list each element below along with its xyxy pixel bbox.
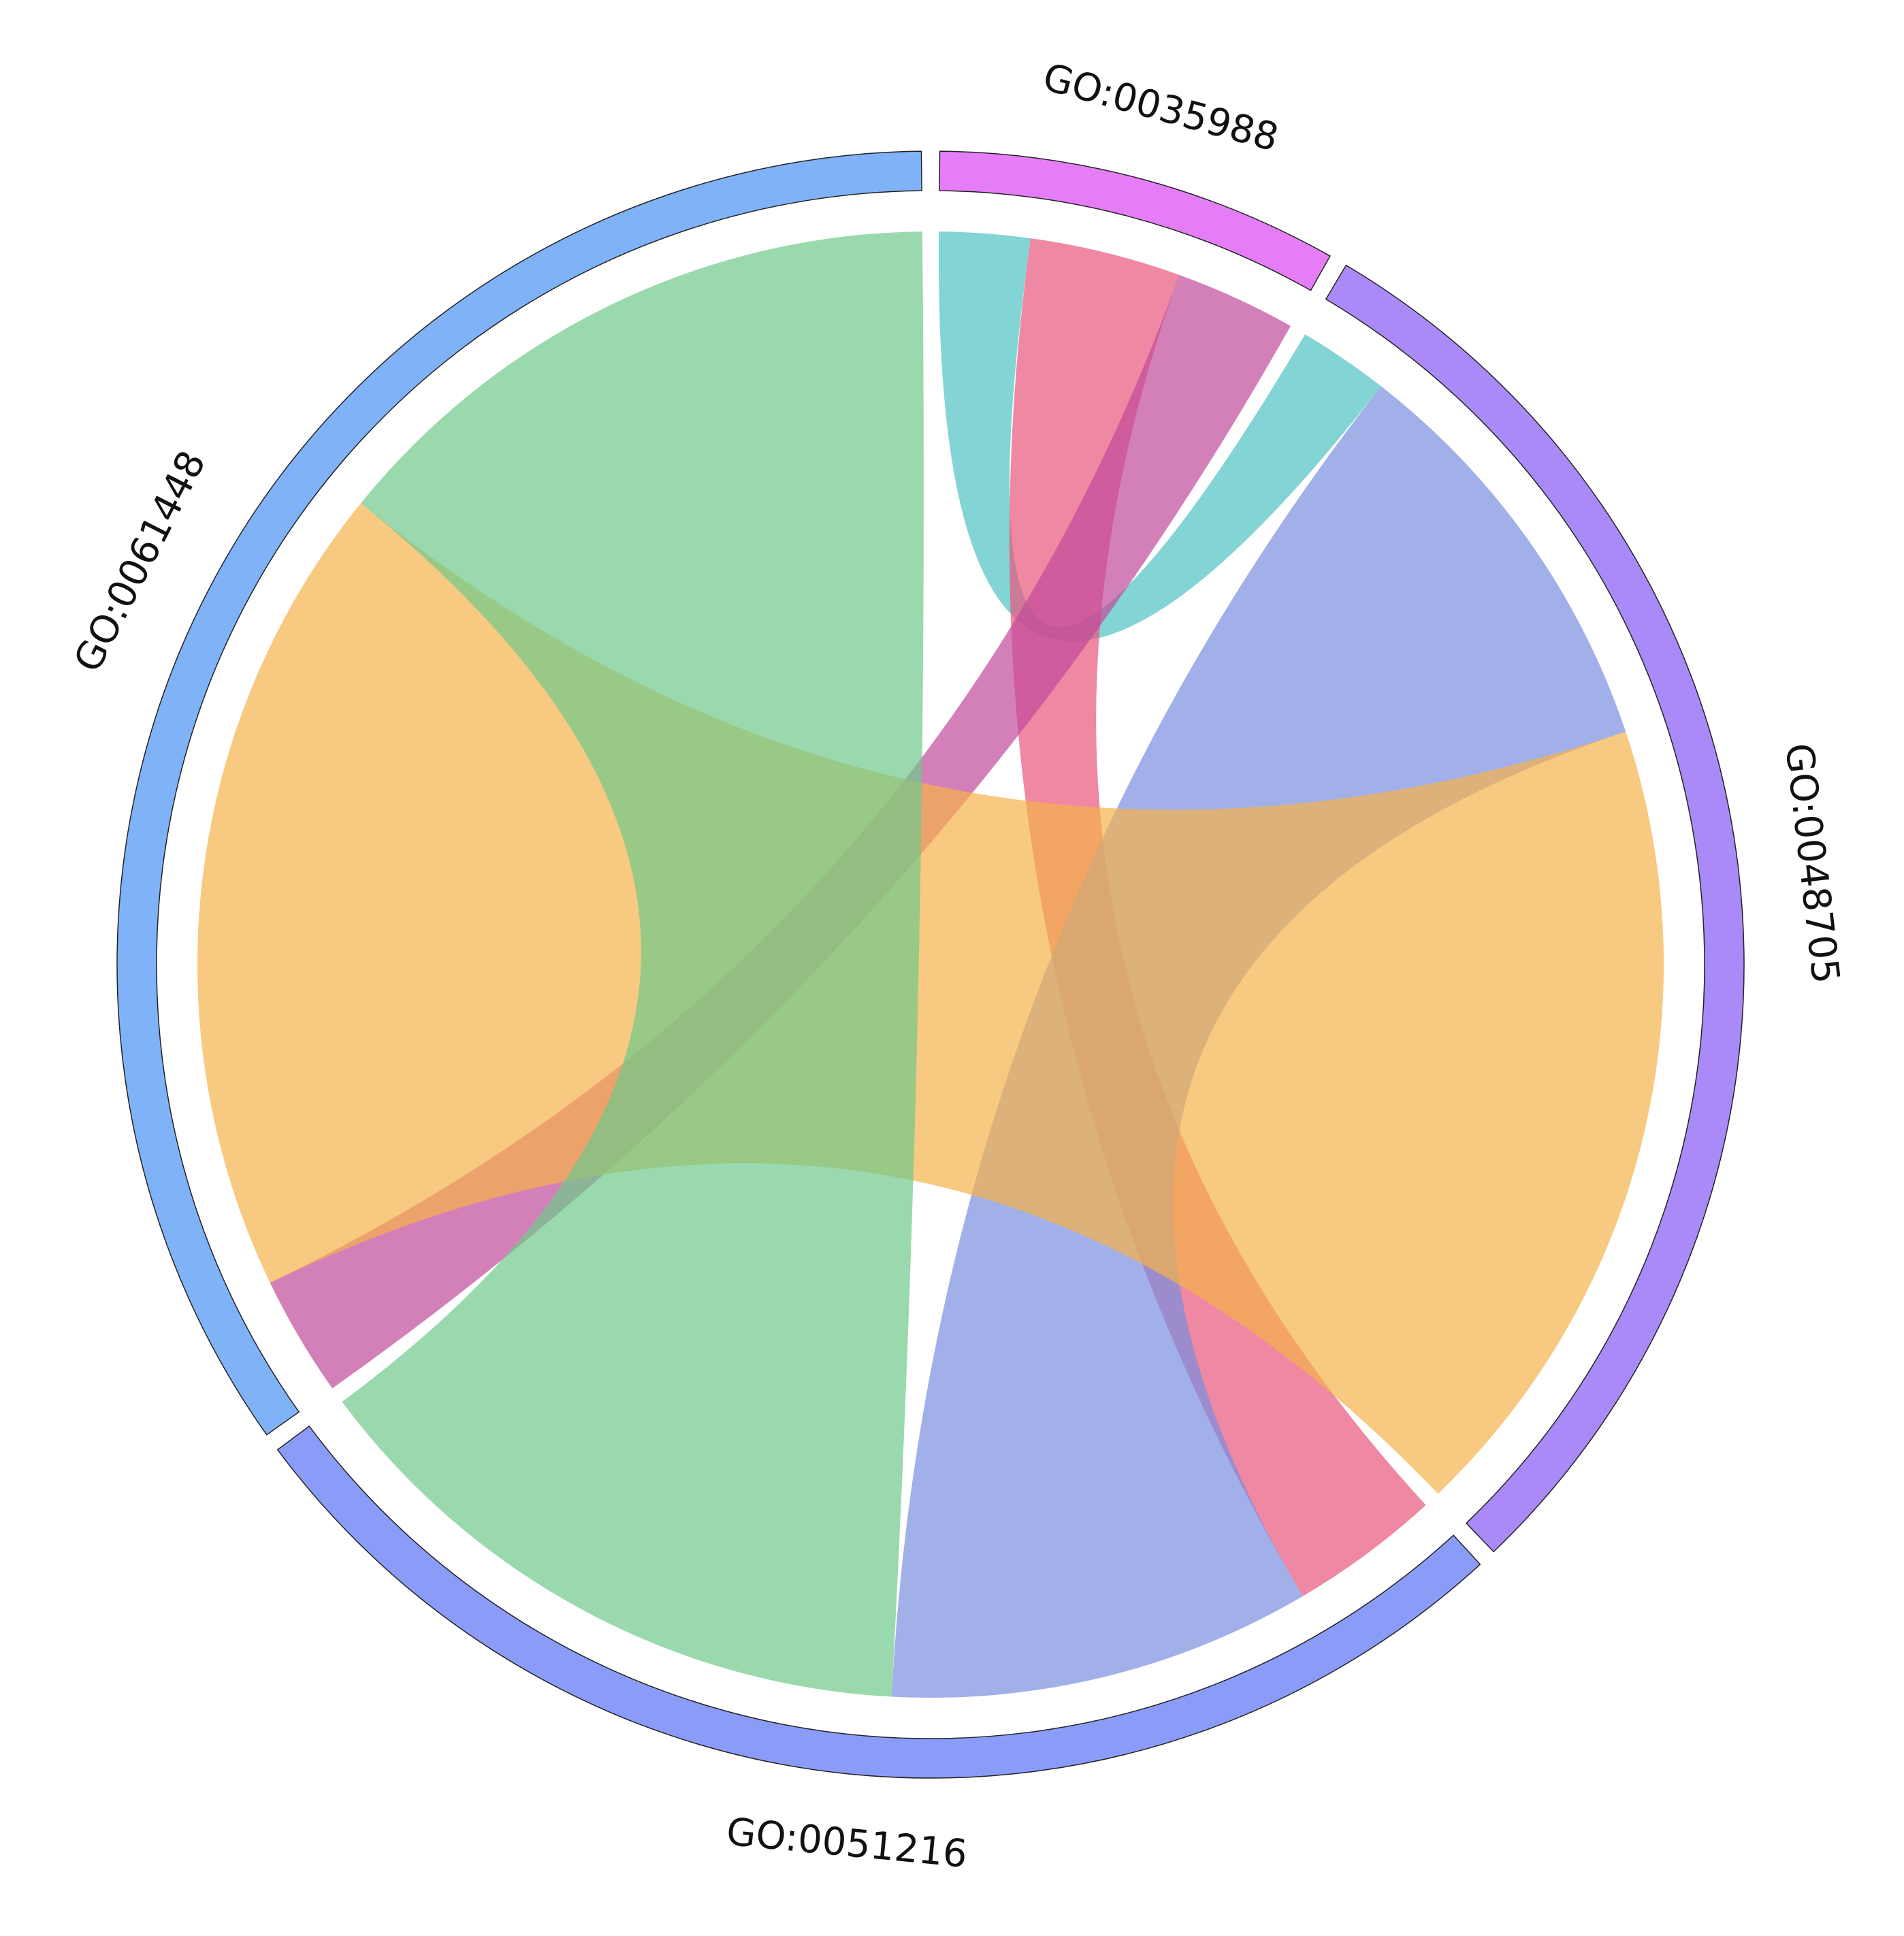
sector-arc xyxy=(276,1425,1481,1779)
sector-arc xyxy=(1325,264,1745,1553)
sector-label: GO:0035988 xyxy=(1038,55,1282,161)
chord-ribbon xyxy=(197,503,1664,1494)
chord-ribbon xyxy=(270,274,1291,1389)
chord-ribbon xyxy=(938,231,1381,642)
chords xyxy=(197,231,1664,1698)
chord-ribbon xyxy=(342,231,924,1697)
sector-label: GO:0051216 xyxy=(724,1810,969,1877)
sector-arc xyxy=(939,150,1331,291)
chord-ribbon xyxy=(891,386,1626,1698)
sector-ring xyxy=(116,150,1745,1779)
sector-arc xyxy=(116,150,922,1436)
sector-label: GO:0048705 xyxy=(1776,741,1847,986)
